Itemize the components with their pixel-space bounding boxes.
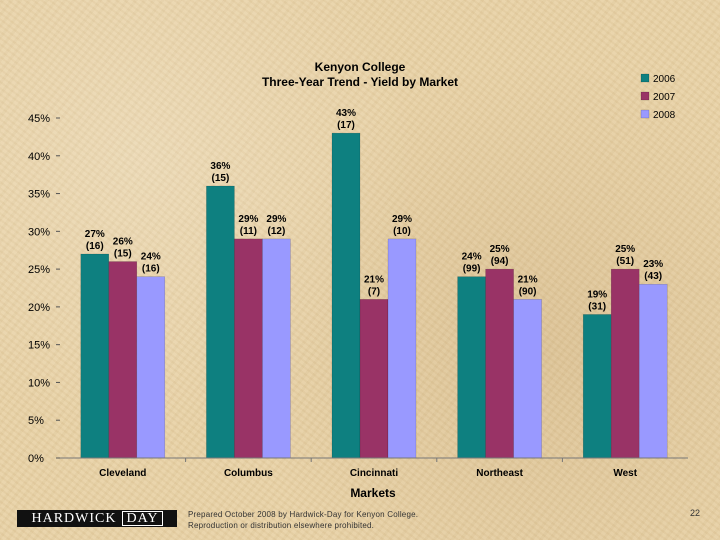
legend-label-2006: 2006: [653, 74, 676, 85]
legend-label-2008: 2008: [653, 110, 676, 121]
bar-2008-west: [638, 283, 668, 459]
y-tick-label: 40%: [28, 151, 50, 163]
x-axis: Cleveland Columbus Cincinnati Northeast West: [60, 457, 688, 479]
data-label-percent: 36%: [210, 161, 230, 172]
bar-2007-cleveland: [108, 261, 138, 459]
y-tick-label: 5%: [28, 415, 44, 427]
legend: 2006 2007 2008: [640, 73, 676, 121]
data-label-percent: 29%: [238, 214, 258, 225]
bar-2007-columbus: [234, 238, 263, 459]
y-tick-label: 45%: [28, 113, 50, 125]
data-label-count: (94): [491, 256, 509, 267]
bar-2006-west: [582, 314, 612, 459]
bar-2008-columbus: [262, 238, 291, 459]
bar-2007-cincinnati: [359, 299, 389, 459]
data-label-count: (16): [86, 241, 104, 252]
data-label-percent: 24%: [141, 252, 161, 263]
y-tick-label: 35%: [28, 189, 50, 201]
footer-note-line2: Reproduction or distribution elsewhere p…: [188, 521, 375, 530]
category-label: West: [613, 468, 637, 479]
y-axis: 0% 5% 10% 15% 20% 25% 30% 35% 40% 45%: [28, 113, 60, 465]
data-label-percent: 29%: [392, 214, 412, 225]
y-tick-label: 30%: [28, 226, 50, 238]
bar-2008-cleveland: [136, 276, 166, 459]
bar-2006-cincinnati: [331, 132, 361, 459]
data-label-percent: 24%: [462, 252, 482, 263]
x-axis-title: Markets: [350, 486, 396, 500]
data-label-count: (15): [212, 173, 230, 184]
data-label-percent: 23%: [643, 259, 663, 270]
footer-note: Prepared October 2008 by Hardwick-Day fo…: [188, 509, 418, 531]
bar-2006-columbus: [206, 185, 235, 459]
y-tick-label: 15%: [28, 340, 50, 352]
footer-note-line1: Prepared October 2008 by Hardwick-Day fo…: [188, 510, 419, 519]
legend-swatch-2007: [640, 91, 650, 101]
category-label: Cincinnati: [350, 468, 399, 479]
data-label-count: (10): [393, 226, 411, 237]
data-label-count: (99): [463, 264, 481, 275]
y-tick-label: 25%: [28, 264, 50, 276]
logo-word-day: DAY: [122, 511, 163, 526]
bar-2007-west: [610, 268, 640, 459]
data-label-percent: 21%: [364, 274, 384, 285]
data-label-count: (7): [368, 286, 380, 297]
data-label-percent: 29%: [266, 214, 286, 225]
data-label-percent: 26%: [113, 237, 133, 248]
data-label-count: (15): [114, 249, 132, 260]
bar-2008-northeast: [513, 299, 542, 459]
category-label: Northeast: [476, 468, 523, 479]
bar-2006-cleveland: [80, 253, 110, 459]
logo-word-hardwick: HARDWICK: [31, 510, 117, 526]
chart-title: Kenyon College: [315, 60, 406, 74]
legend-swatch-2006: [640, 73, 650, 83]
data-label-count: (16): [142, 264, 160, 275]
bar-2008-cincinnati: [387, 238, 417, 459]
chart-subtitle: Three-Year Trend - Yield by Market: [262, 75, 458, 89]
data-label-count: (51): [616, 256, 634, 267]
data-label-percent: 27%: [85, 229, 105, 240]
category-label: Columbus: [224, 468, 273, 479]
data-label-count: (90): [519, 286, 537, 297]
data-label-count: (11): [240, 226, 257, 237]
data-label-percent: 43%: [336, 108, 356, 119]
data-label-percent: 21%: [518, 274, 538, 285]
y-tick-label: 10%: [28, 377, 50, 389]
data-label-count: (12): [268, 226, 286, 237]
y-tick-label: 0%: [28, 453, 44, 465]
data-label-percent: 19%: [587, 289, 607, 300]
bar-2007-northeast: [485, 268, 514, 459]
category-label: Cleveland: [99, 468, 146, 479]
data-label-count: (31): [588, 301, 606, 312]
legend-label-2007: 2007: [653, 92, 676, 103]
legend-swatch-2008: [640, 109, 650, 119]
data-label-count: (17): [337, 120, 355, 131]
data-label-count: (43): [644, 271, 662, 282]
bar-2006-northeast: [457, 276, 486, 459]
bar-group: 27%(16) 26%(15) 24%(16)36%(15)29%(11)29%(1…: [80, 108, 668, 459]
data-label-percent: 25%: [615, 244, 635, 255]
y-tick-label: 20%: [28, 302, 50, 314]
data-label-percent: 25%: [490, 244, 510, 255]
hardwick-day-logo: HARDWICK DAY: [17, 510, 177, 527]
page-number: 22: [690, 508, 701, 518]
